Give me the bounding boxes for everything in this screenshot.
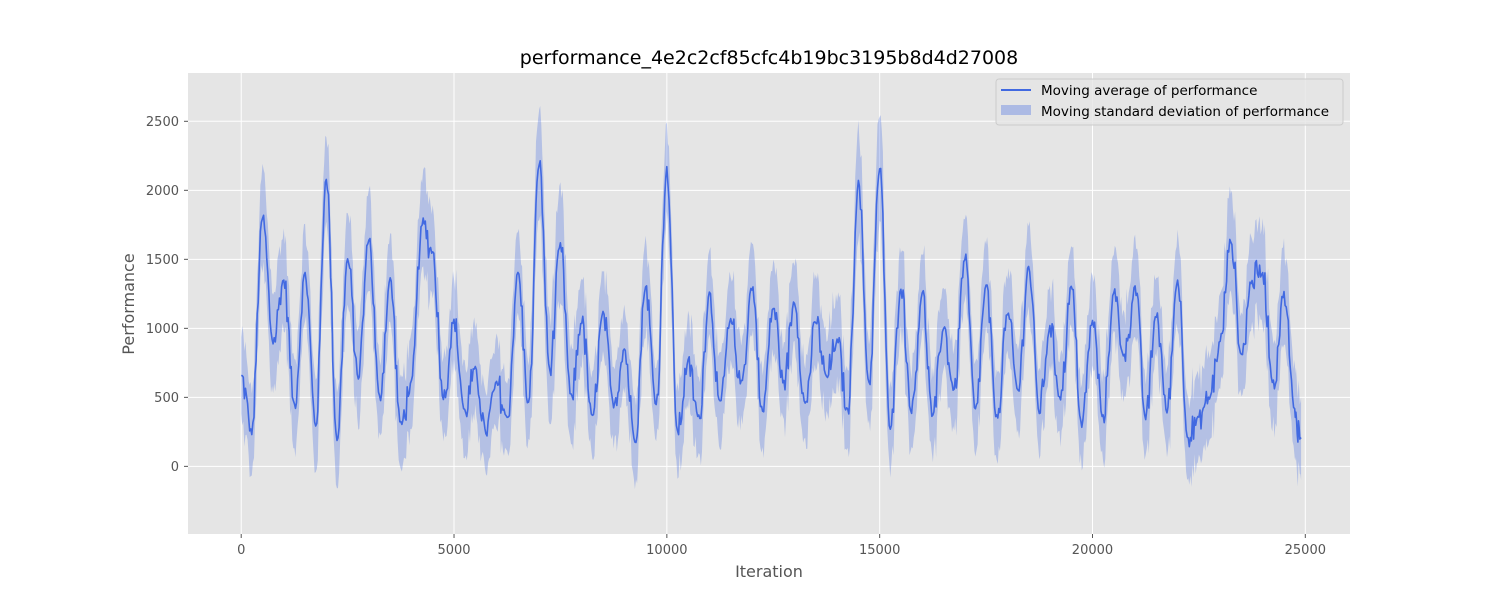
y-tick-label: 2500 xyxy=(146,115,179,130)
chart-title: performance_4e2c2cf85cfc4b19bc3195b8d4d2… xyxy=(520,47,1018,69)
x-tick-label: 5000 xyxy=(437,543,470,558)
y-tick-label: 2000 xyxy=(146,184,179,199)
x-axis-label: Iteration xyxy=(735,562,803,581)
y-tick-label: 1000 xyxy=(146,322,179,337)
std-band-layer xyxy=(241,105,1302,490)
x-tick-label: 10000 xyxy=(646,543,687,558)
legend-band-swatch xyxy=(1001,105,1031,115)
legend-label-std: Moving standard deviation of performance xyxy=(1041,104,1329,120)
legend: Moving average of performance Moving sta… xyxy=(995,78,1344,126)
legend-label-average: Moving average of performance xyxy=(1041,83,1257,99)
y-axis-label: Performance xyxy=(119,253,138,354)
y-tick-label: 0 xyxy=(171,460,179,475)
average-line-layer xyxy=(241,160,1302,448)
legend-box xyxy=(995,78,1344,126)
x-tick-label: 0 xyxy=(237,543,245,558)
average-line xyxy=(241,160,1302,448)
std-band xyxy=(241,105,1302,490)
y-tick-label: 1500 xyxy=(146,253,179,268)
x-tick-label: 15000 xyxy=(859,543,900,558)
x-axis-ticks: 0 5000 10000 15000 20000 25000 xyxy=(237,534,1326,558)
plot-background xyxy=(188,73,1350,534)
y-tick-label: 500 xyxy=(154,391,179,406)
y-axis-ticks: 0 500 1000 1500 2000 2500 xyxy=(146,115,188,475)
x-tick-label: 20000 xyxy=(1072,543,1113,558)
x-tick-label: 25000 xyxy=(1285,543,1326,558)
